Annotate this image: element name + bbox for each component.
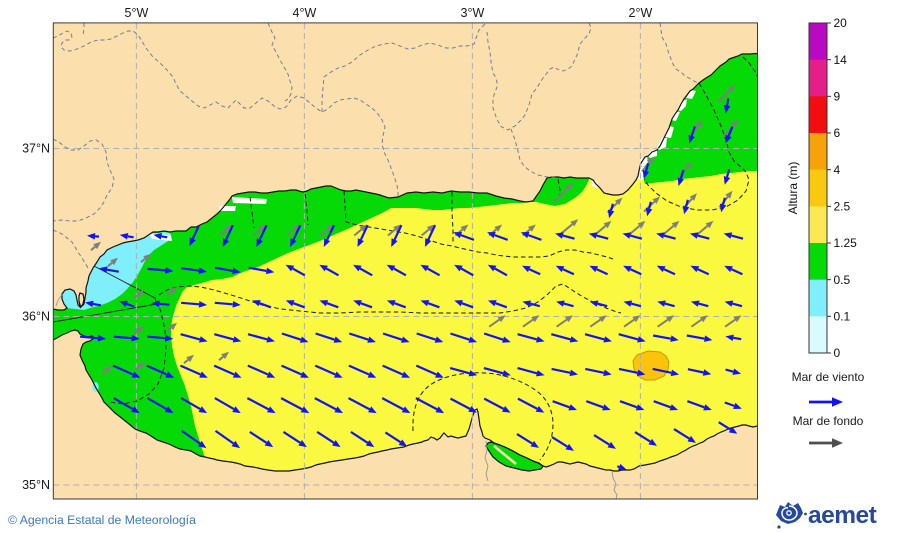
svg-text:20: 20 bbox=[834, 16, 848, 30]
svg-text:2°W: 2°W bbox=[629, 6, 653, 20]
svg-text:37°N: 37°N bbox=[22, 142, 50, 156]
svg-text:5°W: 5°W bbox=[125, 6, 149, 20]
svg-text:3°W: 3°W bbox=[461, 6, 485, 20]
svg-text:Mar de fondo: Mar de fondo bbox=[793, 414, 864, 428]
svg-text:0: 0 bbox=[834, 346, 841, 360]
svg-text:Mar de viento: Mar de viento bbox=[792, 370, 865, 384]
svg-text:9: 9 bbox=[834, 90, 841, 104]
svg-text:36°N: 36°N bbox=[22, 310, 50, 324]
svg-text:aemet: aemet bbox=[808, 502, 877, 529]
svg-text:4°W: 4°W bbox=[293, 6, 317, 20]
svg-text:35°N: 35°N bbox=[22, 478, 50, 492]
svg-text:4: 4 bbox=[834, 163, 841, 177]
svg-text:2.5: 2.5 bbox=[834, 200, 851, 214]
svg-text:© Agencia Estatal de Meteorolo: © Agencia Estatal de Meteorología bbox=[8, 513, 196, 527]
svg-text:0.5: 0.5 bbox=[834, 273, 851, 287]
svg-text:Altura (m): Altura (m) bbox=[786, 162, 800, 215]
svg-text:14: 14 bbox=[834, 53, 848, 67]
svg-text:0.1: 0.1 bbox=[834, 310, 851, 324]
svg-text:1.25: 1.25 bbox=[834, 236, 858, 250]
svg-text:6: 6 bbox=[834, 126, 841, 140]
